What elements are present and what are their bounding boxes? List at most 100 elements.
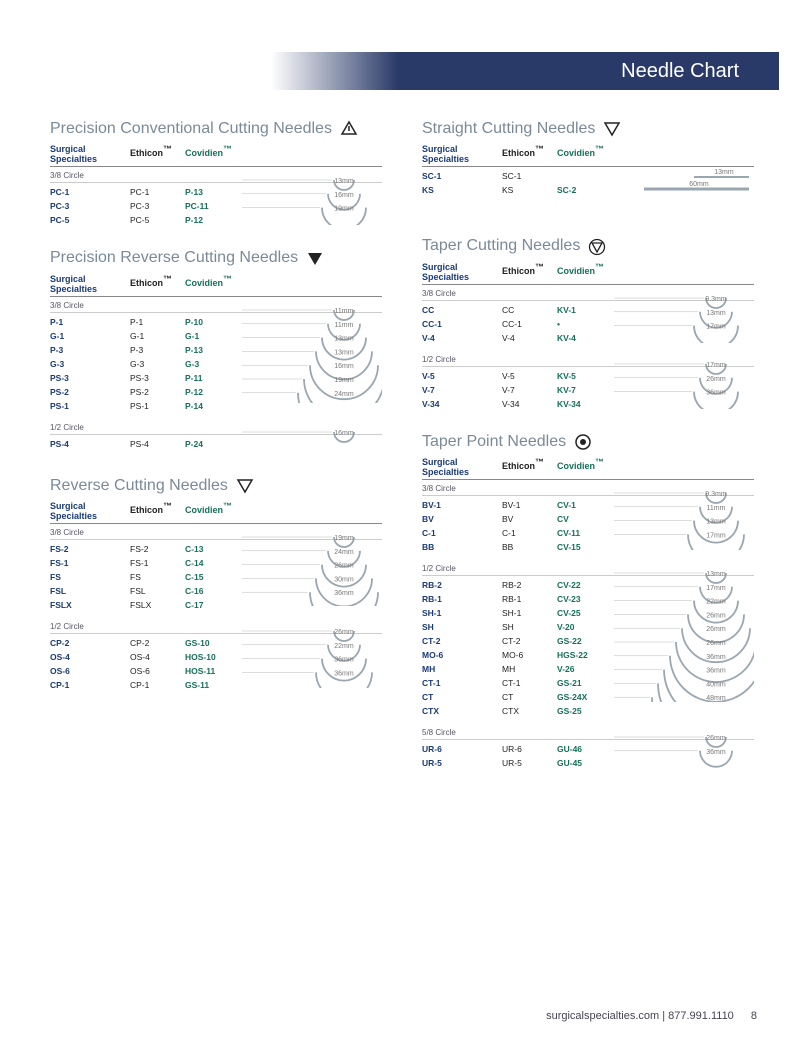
needle-arcs: 19mm24mm26mm30mm36mm	[242, 526, 382, 606]
cell-covidien: HOS-10	[185, 652, 245, 662]
page-title: Needle Chart	[621, 60, 739, 83]
arc-diagram: 17mm26mm36mm	[614, 353, 754, 414]
cell-covidien: GS-24X	[557, 692, 617, 702]
needle-arcs: 11mm11mm13mm13mm16mm19mm24mm	[242, 299, 382, 403]
cell-covidien: C-17	[185, 600, 245, 610]
cell-ss: PS-4	[50, 439, 130, 449]
cell-covidien: P-13	[185, 187, 245, 197]
cell-covidien: P-24	[185, 439, 245, 449]
section: Reverse Cutting NeedlesSurgical Specialt…	[50, 477, 382, 692]
cell-covidien: P-12	[185, 215, 245, 225]
svg-text:9.3mm: 9.3mm	[705, 296, 727, 303]
cell-covidien: P-14	[185, 401, 245, 411]
section-title: Straight Cutting Needles	[422, 120, 754, 138]
cell-ss: PS-2	[50, 387, 130, 397]
triangle-circle-icon	[588, 238, 606, 256]
cell-ss: V-7	[422, 385, 502, 395]
cell-ethicon: P-3	[130, 345, 185, 355]
cell-ss: OS-6	[50, 666, 130, 676]
svg-text:36mm: 36mm	[706, 668, 726, 675]
table-header: Surgical SpecialtiesEthicon™Covidien™	[422, 262, 754, 285]
needle-arcs: 17mm26mm36mm	[614, 353, 754, 409]
cell-covidien: KV-7	[557, 385, 617, 395]
cell-ss: V-5	[422, 371, 502, 381]
cell-ethicon: CC	[502, 305, 557, 315]
cell-covidien: V-26	[557, 664, 617, 674]
cell-covidien: GS-22	[557, 636, 617, 646]
svg-text:26mm: 26mm	[706, 640, 726, 647]
cell-ethicon: G-3	[130, 359, 185, 369]
cell-covidien: SC-2	[557, 185, 617, 195]
cell-ss: FSLX	[50, 600, 130, 610]
cell-ethicon: CT-2	[502, 636, 557, 646]
group-block: 1/2 CircleRB-2RB-2CV-22RB-1RB-1CV-23SH-1…	[422, 562, 754, 718]
cell-ss: SC-1	[422, 171, 502, 181]
left-column: Precision Conventional Cutting NeedlesSu…	[50, 120, 382, 794]
cell-ethicon: V-34	[502, 399, 557, 409]
cell-ethicon: CP-1	[130, 680, 185, 690]
needle-arcs: 16mm	[242, 421, 382, 453]
cell-ethicon: SC-1	[502, 171, 557, 181]
page-number: 8	[751, 1010, 757, 1022]
svg-text:17mm: 17mm	[706, 585, 726, 592]
arc-diagram: 26mm36mm	[614, 726, 754, 775]
cell-ethicon: V-5	[502, 371, 557, 381]
svg-text:60mm: 60mm	[689, 181, 709, 188]
arc-diagram: 9.3mm11mm13mm17mm	[614, 482, 754, 555]
cell-ethicon: BB	[502, 542, 557, 552]
cell-ss: SH-1	[422, 608, 502, 618]
cell-ethicon: PS-4	[130, 439, 185, 449]
cell-ss: G-1	[50, 331, 130, 341]
svg-text:24mm: 24mm	[334, 549, 354, 556]
group-block: 3/8 CircleBV-1BV-1CV-1BVBVCVC-1C-1CV-11B…	[422, 482, 754, 554]
cell-ethicon: CTX	[502, 706, 557, 716]
cell-ethicon: PC-1	[130, 187, 185, 197]
cell-ethicon: MH	[502, 664, 557, 674]
cell-ss: C-1	[422, 528, 502, 538]
svg-text:13mm: 13mm	[706, 519, 726, 526]
cell-ss: CTX	[422, 706, 502, 716]
arc-diagram: 16mm	[242, 421, 382, 458]
cell-covidien: C-13	[185, 544, 245, 554]
cell-ethicon: CP-2	[130, 638, 185, 648]
cell-ss: V-4	[422, 333, 502, 343]
cell-covidien: GS-21	[557, 678, 617, 688]
cell-ethicon: OS-4	[130, 652, 185, 662]
cell-covidien: HGS-22	[557, 650, 617, 660]
table-header: Surgical SpecialtiesEthicon™Covidien™	[50, 274, 382, 297]
svg-text:13mm: 13mm	[334, 178, 354, 185]
svg-text:26mm: 26mm	[334, 629, 354, 636]
svg-text:26mm: 26mm	[706, 376, 726, 383]
group-block: 1/2 CirclePS-4PS-4P-2416mm	[50, 421, 382, 455]
cell-ethicon: OS-6	[130, 666, 185, 676]
footer: surgicalspecialties.com | 877.991.1110 8	[546, 1010, 757, 1022]
group-block: 1/2 CircleV-5V-5KV-5V-7V-7KV-7V-34V-34KV…	[422, 353, 754, 411]
needle-arcs: 26mm22mm36mm36mm	[242, 620, 382, 688]
cell-ss: MH	[422, 664, 502, 674]
cell-covidien: C-15	[185, 572, 245, 582]
cell-ss: CP-2	[50, 638, 130, 648]
cell-ss: RB-1	[422, 594, 502, 604]
cell-ss: V-34	[422, 399, 502, 409]
cell-ethicon: V-7	[502, 385, 557, 395]
cell-ethicon: PC-3	[130, 201, 185, 211]
cell-ethicon: P-1	[130, 317, 185, 327]
group-block: 3/8 CirclePC-1PC-1P-13PC-3PC-3PC-11PC-5P…	[50, 169, 382, 227]
cell-ss: OS-4	[50, 652, 130, 662]
cell-ss: P-3	[50, 345, 130, 355]
svg-text:26mm: 26mm	[334, 563, 354, 570]
cell-ss: FS-1	[50, 558, 130, 568]
svg-text:19mm: 19mm	[334, 377, 354, 384]
cell-ethicon: PS-3	[130, 373, 185, 383]
svg-text:9.3mm: 9.3mm	[705, 491, 727, 498]
group-block: 3/8 CircleP-1P-1P-10G-1G-1G-1P-3P-3P-13G…	[50, 299, 382, 413]
cell-ss: FSL	[50, 586, 130, 596]
cell-ss: PC-5	[50, 215, 130, 225]
group-block: 3/8 CircleCCCCKV-1CC-1CC-1•V-4V-4KV-49.3…	[422, 287, 754, 345]
section-title: Precision Reverse Cutting Needles	[50, 249, 382, 267]
cell-covidien: P-12	[185, 387, 245, 397]
cell-covidien: C-16	[185, 586, 245, 596]
svg-text:30mm: 30mm	[334, 577, 354, 584]
cell-ethicon: PC-5	[130, 215, 185, 225]
page-banner: Needle Chart	[271, 52, 779, 90]
